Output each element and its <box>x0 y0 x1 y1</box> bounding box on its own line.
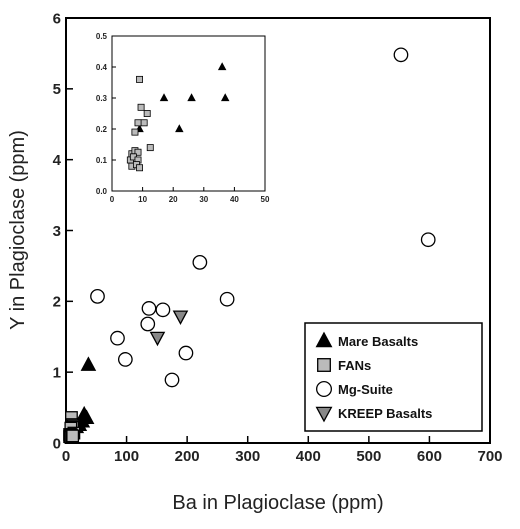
legend-marker-mare-basalts <box>315 331 333 348</box>
legend-marker-fans <box>317 358 331 372</box>
main-point-mg-suite <box>178 345 194 361</box>
main-x-tick-label: 500 <box>356 448 381 465</box>
main-point-kreep-basalts <box>149 331 166 347</box>
main-y-tick-label: 2 <box>53 294 61 311</box>
main-point-mg-suite <box>110 330 125 346</box>
main-x-tick-label: 400 <box>296 448 321 465</box>
main-point-mg-suite <box>420 232 436 248</box>
main-point-mg-suite <box>155 302 171 318</box>
legend-entries: Mare Basalts FANs Mg-Suite KREEP Basalts <box>315 331 432 423</box>
main-point-mg-suite <box>164 372 180 388</box>
legend-label-fans: FANs <box>338 358 371 373</box>
inset-plot: 0 10 20 30 40 50 0.0 0.1 0.2 0.3 0.4 0.5 <box>96 32 270 204</box>
inset-x-tick-label: 40 <box>230 195 239 204</box>
inset-y-tick-label: 0.2 <box>96 125 108 134</box>
main-point-mg-suite <box>219 291 235 307</box>
inset-x-tick-label: 30 <box>199 195 208 204</box>
main-point-mare-basalts <box>80 356 97 371</box>
main-y-tick-label: 1 <box>53 364 61 381</box>
inset-point-fans <box>140 119 148 127</box>
main-y-tick-label: 0 <box>53 435 61 452</box>
main-y-tick-label: 5 <box>53 81 61 98</box>
inset-x-tick-label: 20 <box>169 195 178 204</box>
inset-point-fans <box>131 128 139 136</box>
x-axis-title: Ba in Plagioclase (ppm) <box>172 492 383 514</box>
inset-y-tick-label: 0.0 <box>96 187 108 196</box>
inset-y-tick-label: 0.4 <box>96 63 108 72</box>
legend-marker-mg-suite <box>315 380 332 397</box>
inset-point-fans <box>146 144 154 152</box>
main-point-mg-suite <box>141 301 157 316</box>
main-y-tick-label: 4 <box>53 152 62 169</box>
inset-marks <box>126 62 230 172</box>
main-y-tick-label: 6 <box>53 10 61 27</box>
legend-box <box>304 322 483 432</box>
main-x-tick-label: 100 <box>114 448 139 465</box>
main-x-tick-label: 200 <box>175 448 200 465</box>
main-point-kreep-basalts <box>172 310 189 325</box>
main-point-mg-suite <box>192 255 208 270</box>
inset-point-fans <box>134 119 142 127</box>
inset-point-mare-basalts <box>187 93 196 102</box>
main-x-tick-label: 600 <box>417 448 442 465</box>
inset-point-mare-basalts <box>175 124 184 133</box>
y-axis-title: Y in Plagioclase (ppm) <box>7 130 29 330</box>
main-marks <box>63 47 436 444</box>
legend-marker-kreep-basalts <box>315 406 333 423</box>
main-point-mg-suite <box>90 289 105 304</box>
inset-point-fans <box>136 75 143 83</box>
inset-y-tick-label: 0.5 <box>96 32 108 41</box>
main-x-tick-label: 700 <box>477 448 502 465</box>
main-point-mg-suite <box>140 316 156 332</box>
inset-point-fans <box>137 103 145 111</box>
main-point-mg-suite <box>393 47 409 63</box>
inset-y-tick-label: 0.3 <box>96 94 108 103</box>
inset-ticks: 0 10 20 30 40 50 0.0 0.1 0.2 0.3 0.4 0.5 <box>96 32 270 204</box>
inset-point-fans <box>143 110 151 117</box>
main-x-tick-label: 0 <box>62 448 70 465</box>
legend-label-kreep-basalts: KREEP Basalts <box>338 406 432 421</box>
main-point-mg-suite <box>117 352 133 367</box>
inset-point-fans <box>136 164 143 172</box>
inset-point-mare-basalts <box>220 93 230 102</box>
inset-x-tick-label: 0 <box>110 195 115 204</box>
inset-point-fans <box>134 148 142 156</box>
legend: Mare Basalts FANs Mg-Suite KREEP Basalts <box>304 322 483 432</box>
legend-label-mg-suite: Mg-Suite <box>338 382 393 397</box>
main-point-fans <box>66 429 80 443</box>
inset-point-mare-basalts <box>159 93 169 102</box>
legend-label-mare-basalts: Mare Basalts <box>338 334 418 349</box>
inset-point-mare-basalts <box>217 62 227 71</box>
main-y-tick-label: 3 <box>53 223 61 240</box>
main-x-tick-label: 300 <box>235 448 260 465</box>
inset-x-tick-label: 10 <box>138 195 147 204</box>
inset-y-tick-label: 0.1 <box>96 156 108 165</box>
inset-x-tick-label: 50 <box>261 195 270 204</box>
